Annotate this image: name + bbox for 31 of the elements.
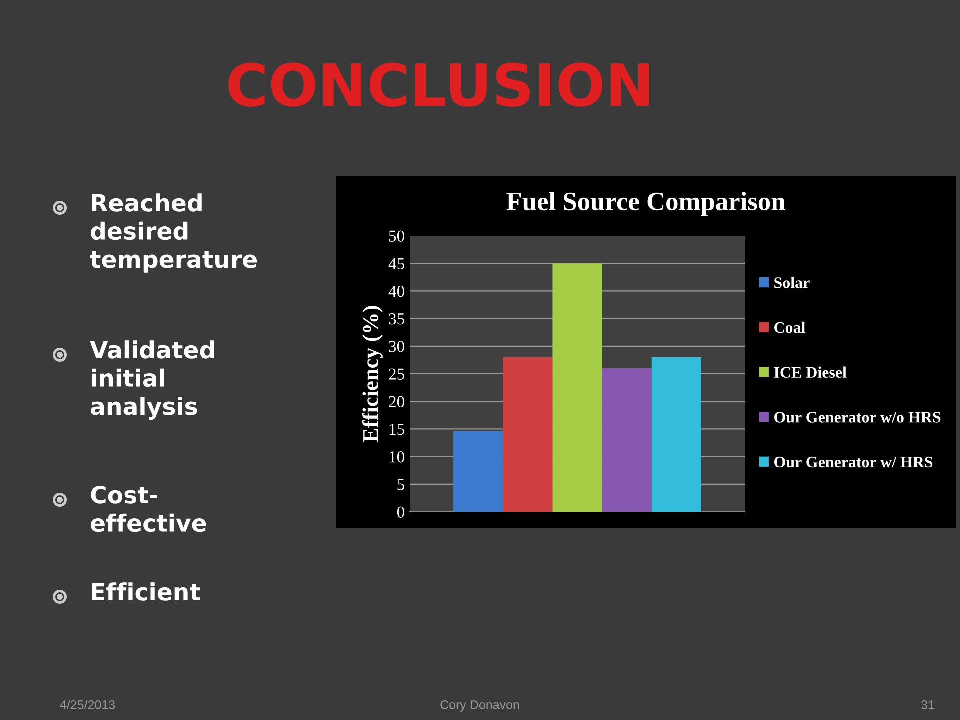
y-tick-label: 25 — [389, 368, 404, 380]
text: 4/25/2013 — [60, 700, 116, 710]
text: Cory Donavon — [440, 700, 520, 712]
bar — [503, 357, 553, 512]
y-tick-label: 45 — [388, 258, 404, 270]
bar — [552, 264, 602, 512]
legend-label: Solar — [774, 277, 810, 288]
legend-label: Our Generator w/ HRS — [774, 456, 933, 468]
bar — [602, 368, 652, 512]
text: 31 — [922, 700, 934, 710]
y-tick-label: 30 — [389, 341, 405, 352]
y-tick-label: 0 — [397, 506, 405, 518]
y-tick-label: 5 — [398, 479, 404, 490]
y-tick-label: 40 — [388, 286, 405, 298]
text: Efficient — [92, 582, 200, 601]
y-tick-label: 15 — [390, 424, 404, 436]
legend-label: Coal — [774, 322, 806, 334]
bar — [454, 431, 504, 512]
text: CONCLUSION — [228, 62, 649, 107]
text: Reached desired temperature — [90, 194, 258, 273]
bar — [652, 357, 702, 512]
chart-title: Fuel Source Comparison — [506, 192, 786, 216]
y-tick-label: 10 — [390, 452, 405, 463]
legend-label: ICE Diesel — [774, 366, 847, 378]
text: Validated initial analysis — [90, 340, 214, 420]
y-tick-label: 50 — [389, 230, 405, 242]
y-tick-label: 20 — [389, 396, 405, 408]
text: Cost- effective — [91, 486, 206, 532]
legend-label: Our Generator w/o HRS — [774, 412, 941, 423]
y-axis-title: Efficiency (%) — [362, 306, 383, 442]
y-tick-label: 35 — [389, 314, 404, 325]
